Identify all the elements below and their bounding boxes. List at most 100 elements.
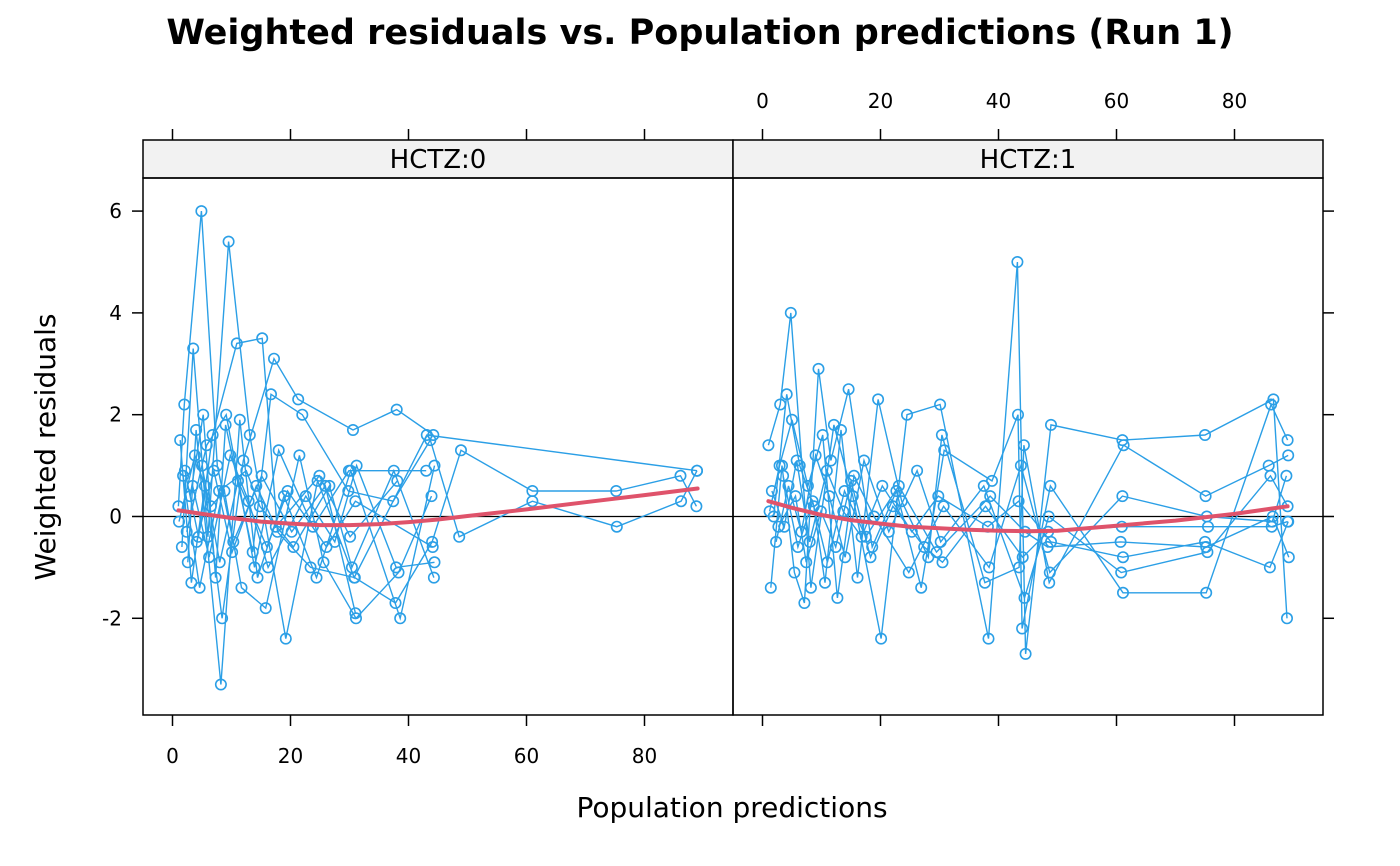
y-axis-label: Weighted residuals xyxy=(29,314,62,581)
subject-line xyxy=(767,261,1288,654)
data-point xyxy=(812,362,825,375)
data-point xyxy=(222,235,235,248)
data-point xyxy=(690,464,703,477)
data-point xyxy=(1266,510,1279,523)
strip-box xyxy=(142,139,734,179)
subject-line xyxy=(184,337,698,604)
x-tick-label: 40 xyxy=(396,744,421,768)
subject-line xyxy=(189,393,698,578)
data-point xyxy=(1282,449,1295,462)
data-point xyxy=(772,520,785,533)
data-point xyxy=(260,540,273,553)
data-point xyxy=(175,540,188,553)
data-point xyxy=(345,561,358,574)
data-point xyxy=(248,561,261,574)
data-point xyxy=(214,678,227,691)
data-point xyxy=(984,490,997,503)
data-point xyxy=(1282,551,1295,564)
data-point xyxy=(220,408,233,421)
data-point xyxy=(876,479,889,492)
data-point xyxy=(1016,551,1029,564)
data-point xyxy=(1043,566,1056,579)
data-point xyxy=(789,490,802,503)
data-point xyxy=(886,500,899,513)
data-point xyxy=(349,495,362,508)
data-point xyxy=(428,556,441,569)
data-point xyxy=(801,479,814,492)
data-point xyxy=(780,388,793,401)
data-point xyxy=(1263,561,1276,574)
data-point xyxy=(818,576,831,589)
panels-group: HCTZ:0 0 20 40 60 80 -2 0 2 4 6 HCTZ:1 0 20 40 60 80 xyxy=(102,89,1334,768)
x-tick-label: 60 xyxy=(1104,89,1129,113)
data-point xyxy=(791,540,804,553)
data-point xyxy=(1012,495,1025,508)
data-point xyxy=(1199,490,1212,503)
data-point xyxy=(674,469,687,482)
data-point xyxy=(820,464,833,477)
data-point xyxy=(264,388,277,401)
data-point xyxy=(287,540,300,553)
data-point xyxy=(977,479,990,492)
data-point xyxy=(177,469,190,482)
data-point xyxy=(809,449,822,462)
strip-label: HCTZ:0 xyxy=(390,145,487,175)
subject-line xyxy=(777,480,1288,564)
data-point xyxy=(937,500,950,513)
data-point xyxy=(773,459,786,472)
smooth-line xyxy=(176,486,700,528)
data-point xyxy=(1281,434,1294,447)
data-point xyxy=(235,581,248,594)
x-tick-label: 20 xyxy=(868,89,893,113)
subject-line xyxy=(191,452,435,570)
data-point xyxy=(180,525,193,538)
data-point xyxy=(181,556,194,569)
data-point xyxy=(982,632,995,645)
data-point xyxy=(173,515,186,528)
y-tick-label: 2 xyxy=(109,403,122,427)
data-point xyxy=(262,561,275,574)
data-point xyxy=(978,576,991,589)
data-point xyxy=(859,530,872,543)
data-point xyxy=(1016,622,1029,635)
strip-box xyxy=(732,139,1324,179)
data-point xyxy=(857,454,870,467)
data-point xyxy=(1200,540,1213,553)
data-point xyxy=(187,342,200,355)
data-point xyxy=(930,546,943,559)
data-point xyxy=(313,469,326,482)
data-point xyxy=(317,556,330,569)
data-point xyxy=(190,535,203,548)
data-point xyxy=(454,444,467,457)
subject-line xyxy=(770,368,1289,629)
data-point xyxy=(1041,540,1054,553)
subject-line xyxy=(178,452,433,620)
data-point xyxy=(821,556,834,569)
data-point xyxy=(770,535,783,548)
x-tick-label: 20 xyxy=(278,744,303,768)
data-point xyxy=(915,581,928,594)
x-tick-label: 60 xyxy=(514,744,539,768)
data-point xyxy=(188,449,201,462)
data-point xyxy=(391,474,404,487)
data-point xyxy=(193,581,206,594)
data-point xyxy=(420,464,433,477)
data-point xyxy=(798,596,811,609)
panel-1: HCTZ:0 0 20 40 60 80 -2 0 2 4 6 xyxy=(102,129,734,768)
data-point xyxy=(936,556,949,569)
data-point xyxy=(935,428,948,441)
data-point xyxy=(207,464,220,477)
data-point xyxy=(292,393,305,406)
data-point xyxy=(831,591,844,604)
data-point xyxy=(872,393,885,406)
data-point xyxy=(350,459,363,472)
subject-line xyxy=(768,419,1288,598)
data-point xyxy=(934,398,947,411)
data-point xyxy=(1117,439,1130,452)
data-point xyxy=(453,530,466,543)
data-point xyxy=(1117,586,1130,599)
data-point xyxy=(426,540,439,553)
data-point xyxy=(296,408,309,421)
data-point xyxy=(243,428,256,441)
